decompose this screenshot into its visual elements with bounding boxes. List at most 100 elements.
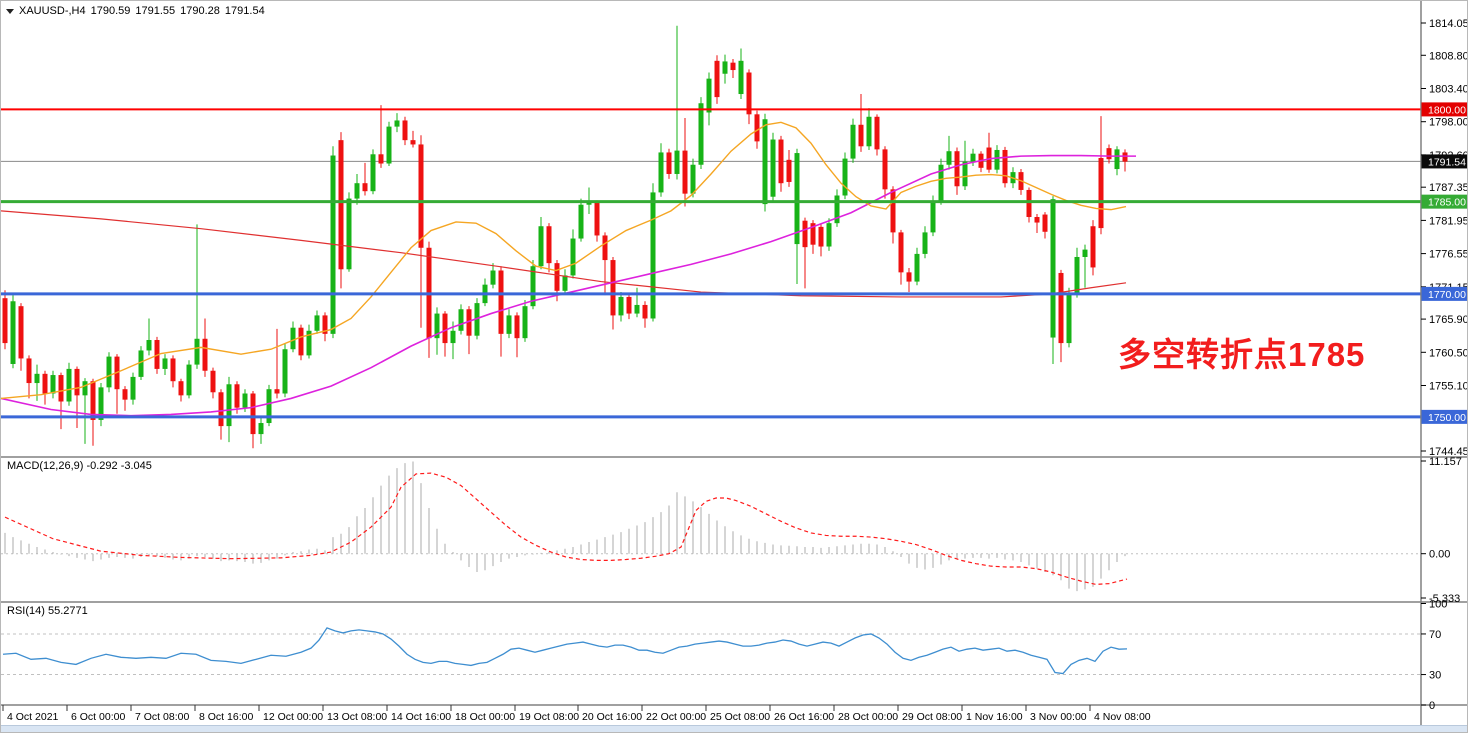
candle-body [586, 202, 592, 205]
candle-body [490, 270, 496, 285]
candle-body [82, 381, 88, 396]
level-badge-1800.00-label: 1800.00 [1428, 104, 1466, 116]
candle-body [762, 119, 768, 205]
candle-body [1114, 149, 1120, 170]
rsi-axis-label: 0 [1429, 700, 1435, 712]
turning-point-annotation: 多空转折点1785 [1118, 336, 1366, 373]
candle-body [146, 340, 152, 351]
ma-fast-line [1, 121, 1127, 400]
candle-body [722, 61, 728, 74]
candle-body [682, 150, 688, 194]
candle-body [738, 60, 744, 95]
candle-body [962, 161, 968, 187]
candle-body [538, 226, 544, 267]
candle-body [1074, 256, 1080, 294]
ma-mid-line [1, 154, 1136, 417]
price-axis-label: 1776.55 [1429, 249, 1468, 261]
price-axis-label: 1798.00 [1429, 117, 1468, 129]
level-badge-1770.00-label: 1770.00 [1428, 289, 1466, 301]
macd-axis-label: -5.333 [1429, 593, 1460, 605]
candle-body [602, 235, 608, 261]
candle-body [858, 124, 864, 147]
candle-body [434, 313, 440, 339]
candle-body [1098, 157, 1104, 229]
candle-body [42, 373, 48, 394]
candle-body [2, 298, 8, 344]
candle-body [306, 330, 312, 356]
candle-body [546, 226, 552, 264]
candle-body [634, 304, 640, 314]
candle-body [810, 223, 816, 245]
candle-body [10, 301, 16, 364]
candle-body [618, 296, 624, 316]
candle-body [418, 144, 424, 248]
candle-body [362, 183, 368, 192]
time-axis-label: 20 Oct 16:00 [582, 711, 642, 723]
candle-body [890, 189, 896, 233]
candle-body [994, 149, 1000, 170]
candle-body [850, 124, 856, 159]
candle-body [26, 358, 32, 384]
candle-body [946, 151, 952, 165]
price-axis-label: 1814.05 [1429, 18, 1468, 30]
macd-axis-label: 0.00 [1429, 549, 1450, 561]
candle-body [754, 114, 760, 142]
candle-body [186, 364, 192, 396]
time-axis-label: 19 Oct 08:00 [519, 711, 579, 723]
symbol-dropdown-icon[interactable] [6, 8, 14, 14]
candle-body [34, 373, 40, 384]
candle-body [218, 392, 224, 427]
candle-body [818, 226, 824, 247]
candle-body [922, 232, 928, 254]
time-axis-label: 25 Oct 08:00 [710, 711, 770, 723]
time-axis-label: 12 Oct 00:00 [263, 711, 323, 723]
candle-body [570, 238, 576, 276]
candle-body [914, 253, 920, 282]
horizontal-scrollbar[interactable] [1, 725, 1467, 732]
candle-body [50, 375, 56, 394]
candle-body [842, 158, 848, 196]
candle-body [58, 375, 64, 402]
time-axis-label: 4 Nov 08:00 [1094, 711, 1151, 723]
macd-indicator-label: MACD(12,26,9) -0.292 -3.045 [7, 460, 152, 472]
candle-body [298, 327, 304, 356]
candle-body [730, 62, 736, 71]
candle-body [906, 272, 912, 282]
candle-body [98, 387, 104, 420]
time-axis-label: 3 Nov 00:00 [1030, 711, 1087, 723]
time-axis-label: 7 Oct 08:00 [135, 711, 189, 723]
candle-body [1082, 249, 1088, 257]
time-axis-label: 14 Oct 16:00 [391, 711, 451, 723]
candle-body [554, 263, 560, 291]
candle-body [658, 152, 664, 193]
candle-body [210, 370, 216, 393]
candle-body [346, 198, 352, 270]
candle-body [674, 150, 680, 174]
candle-body [1106, 148, 1112, 160]
candle-body [1058, 272, 1064, 344]
candle-body [498, 270, 504, 334]
candle-body [66, 368, 72, 402]
candle-body [202, 338, 208, 371]
candle-body [514, 315, 520, 339]
candle-body [442, 313, 448, 344]
price-axis-label: 1755.10 [1429, 381, 1468, 393]
candle-body [378, 154, 384, 164]
time-axis-label: 4 Oct 2021 [7, 711, 59, 723]
level-badge-1785.00-label: 1785.00 [1428, 197, 1466, 209]
candle-body [194, 338, 200, 365]
chart-title-bar: XAUUSD-,H4 1790.59 1791.55 1790.28 1791.… [6, 5, 265, 17]
time-axis-label: 22 Oct 00:00 [646, 711, 706, 723]
candle-body [90, 381, 96, 420]
candle-body [234, 384, 240, 408]
rsi-line [2, 627, 1128, 675]
candle-body [178, 381, 184, 396]
candle-body [626, 296, 632, 314]
time-axis-label: 8 Oct 16:00 [199, 711, 253, 723]
candle-body [954, 151, 960, 187]
rsi-axis-label: 100 [1429, 599, 1447, 611]
candle-body [522, 306, 528, 339]
level-badge-1785.00-bg [1421, 194, 1467, 209]
candle-body [154, 340, 160, 369]
